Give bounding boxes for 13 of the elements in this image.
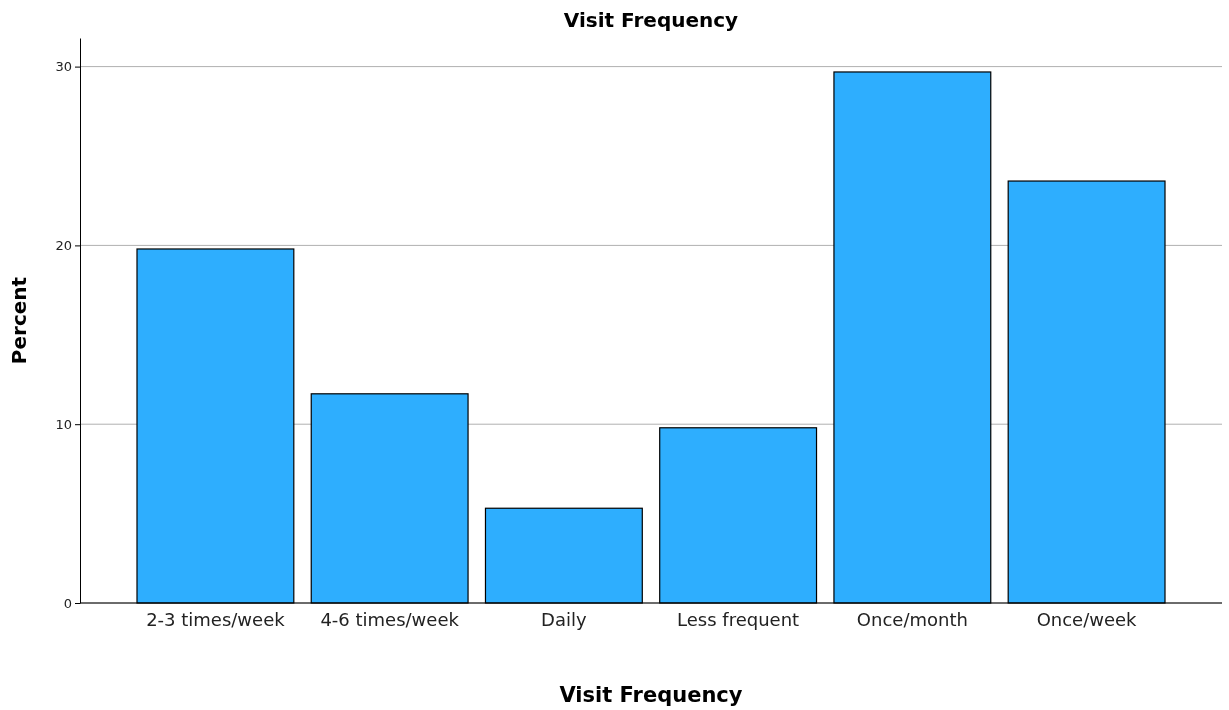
chart-title: Visit Frequency	[563, 8, 739, 32]
x-axis-title: Visit Frequency	[559, 683, 743, 707]
y-axis-title: Percent	[7, 276, 31, 365]
y-tick-label: 10	[55, 416, 72, 432]
y-tick-label: 20	[55, 238, 72, 254]
x-tick-label: Less frequent	[677, 608, 800, 630]
x-tick-label: Once/week	[1036, 608, 1138, 630]
x-tick-label: 2-3 times/week	[146, 608, 286, 630]
y-tick-label: 30	[55, 59, 72, 75]
x-tick-label: 4-6 times/week	[320, 608, 460, 630]
x-tick-label: Once/month	[856, 608, 968, 630]
y-tick-label: 0	[63, 595, 72, 611]
x-tick-label: Daily	[541, 608, 587, 630]
